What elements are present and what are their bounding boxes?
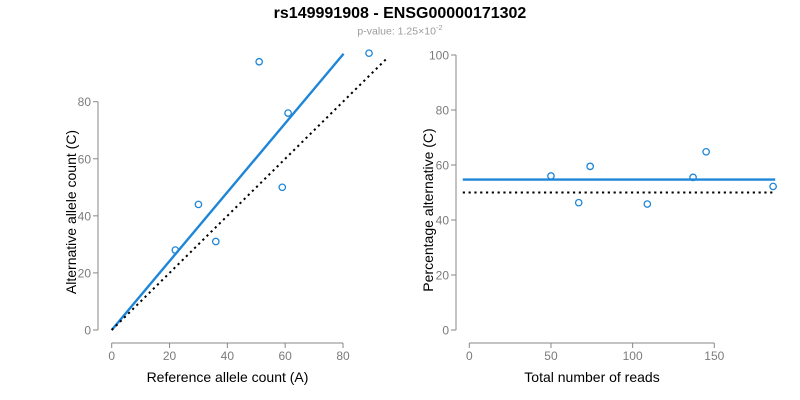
data-point — [171, 246, 180, 254]
data-point — [365, 49, 373, 58]
y-tick-label: 20 — [78, 266, 92, 280]
pvalue-exponent: -2 — [435, 23, 443, 32]
data-point — [574, 198, 583, 207]
y-tick-label: 0 — [442, 324, 449, 338]
identity-line — [110, 58, 387, 331]
data-point — [586, 162, 595, 171]
y-tick-label: 40 — [78, 209, 92, 223]
data-point — [211, 237, 220, 246]
x-tick-label: 80 — [336, 349, 350, 363]
data-point — [255, 57, 264, 66]
x-tick-label: 0 — [466, 349, 473, 363]
y-tick-label: 40 — [436, 214, 450, 228]
data-point — [284, 109, 292, 117]
left-plot: 0 20 40 60 80 0 20 40 60 80 Reference allele count… — [63, 49, 387, 385]
x-tick-label: 60 — [279, 349, 293, 363]
y-axis-label: Alternative allele count (C) — [63, 130, 79, 294]
x-axis-label: Total number of reads — [524, 369, 659, 385]
x-axis-label: Reference allele count (A) — [147, 369, 309, 385]
y-tick-label: 20 — [436, 269, 450, 283]
chart-subtitle: p-value: 1.25×10-2 — [0, 23, 800, 38]
right-plot: 0 50 100 150 0 20 40 60 80 100 Total number of rea… — [420, 49, 777, 385]
y-tick-label: 60 — [436, 159, 450, 173]
data-point — [194, 200, 203, 209]
y-tick-label: 80 — [436, 104, 450, 118]
x-tick-label: 0 — [108, 349, 115, 363]
data-point — [702, 147, 710, 156]
data-point — [689, 173, 697, 182]
chart-title: rs149991908 - ENSG00000171302 — [273, 5, 527, 22]
x-tick-label: 40 — [221, 349, 235, 363]
y-tick-label: 60 — [78, 152, 92, 166]
pvalue-text: p-value: 1.25×10 — [357, 25, 436, 38]
data-point — [643, 200, 652, 208]
y-tick-label: 100 — [429, 49, 449, 63]
x-tick-label: 100 — [623, 349, 643, 363]
data-point — [769, 182, 777, 191]
y-tick-label: 80 — [78, 95, 92, 109]
y-axis-label: Percentage alternative (C) — [420, 128, 436, 291]
x-tick-label: 150 — [704, 349, 724, 363]
y-tick-label: 0 — [84, 324, 91, 338]
data-point — [278, 183, 287, 192]
regression-line — [110, 52, 345, 331]
x-tick-label: 50 — [544, 349, 558, 363]
data-point — [547, 172, 555, 180]
x-tick-label: 20 — [163, 349, 177, 363]
